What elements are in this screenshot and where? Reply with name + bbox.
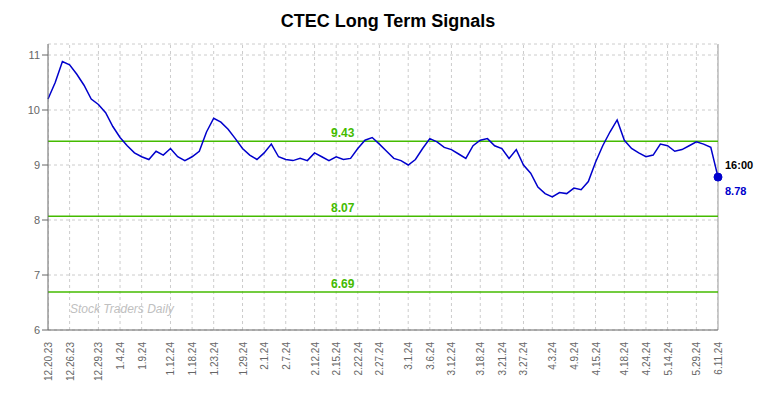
svg-text:5.14.24: 5.14.24: [663, 342, 674, 376]
svg-text:16:00: 16:00: [725, 159, 753, 171]
svg-text:1.23.24: 1.23.24: [209, 342, 220, 376]
html-text:CTEC Long Term Signals: CTEC Long Term Signals: [280, 11, 496, 31]
svg-text:5.29.24: 5.29.24: [691, 342, 702, 376]
svg-text:12.29.23: 12.29.23: [93, 342, 104, 381]
svg-text:4.15.24: 4.15.24: [591, 342, 602, 376]
svg-text:4.24.24: 4.24.24: [641, 342, 652, 376]
svg-text:2.7.24: 2.7.24: [281, 342, 292, 370]
svg-text:7: 7: [34, 269, 40, 281]
svg-text:2.15.24: 2.15.24: [331, 342, 342, 376]
svg-text:4.9.24: 4.9.24: [569, 342, 580, 370]
svg-text:12.26.23: 12.26.23: [65, 342, 76, 381]
svg-text:12.20.23: 12.20.23: [43, 342, 54, 381]
svg-text:2.27.24: 2.27.24: [374, 342, 385, 376]
svg-text:4.3.24: 4.3.24: [547, 342, 558, 370]
svg-text:1.29.24: 1.29.24: [238, 342, 249, 376]
svg-text:3.12.24: 3.12.24: [446, 342, 457, 376]
svg-text:1.4.24: 1.4.24: [115, 342, 126, 370]
html-text:Stock Traders Daily: Stock Traders Daily: [70, 302, 174, 316]
svg-text:8: 8: [34, 214, 40, 226]
svg-text:2.1.24: 2.1.24: [259, 342, 270, 370]
svg-text:3.27.24: 3.27.24: [518, 342, 529, 376]
svg-text:4.18.24: 4.18.24: [619, 342, 630, 376]
svg-text:2.22.24: 2.22.24: [353, 342, 364, 376]
svg-text:3.1.24: 3.1.24: [403, 342, 414, 370]
svg-text:9: 9: [34, 159, 40, 171]
svg-text:10: 10: [28, 104, 40, 116]
svg-text:8.07: 8.07: [331, 201, 355, 215]
svg-text:6: 6: [34, 324, 40, 336]
svg-text:3.18.24: 3.18.24: [475, 342, 486, 376]
svg-text:3.6.24: 3.6.24: [425, 342, 436, 370]
svg-text:6.11.24: 6.11.24: [713, 342, 724, 375]
svg-text:1.18.24: 1.18.24: [187, 342, 198, 376]
svg-text:1.9.24: 1.9.24: [137, 342, 148, 370]
svg-text:11: 11: [29, 49, 40, 61]
svg-text:2.12.24: 2.12.24: [310, 342, 321, 376]
svg-text:9.43: 9.43: [331, 126, 355, 140]
svg-text:8.78: 8.78: [725, 185, 746, 197]
svg-text:1.12.24: 1.12.24: [165, 342, 176, 376]
svg-text:6.69: 6.69: [331, 277, 355, 291]
svg-text:3.21.24: 3.21.24: [497, 342, 508, 376]
